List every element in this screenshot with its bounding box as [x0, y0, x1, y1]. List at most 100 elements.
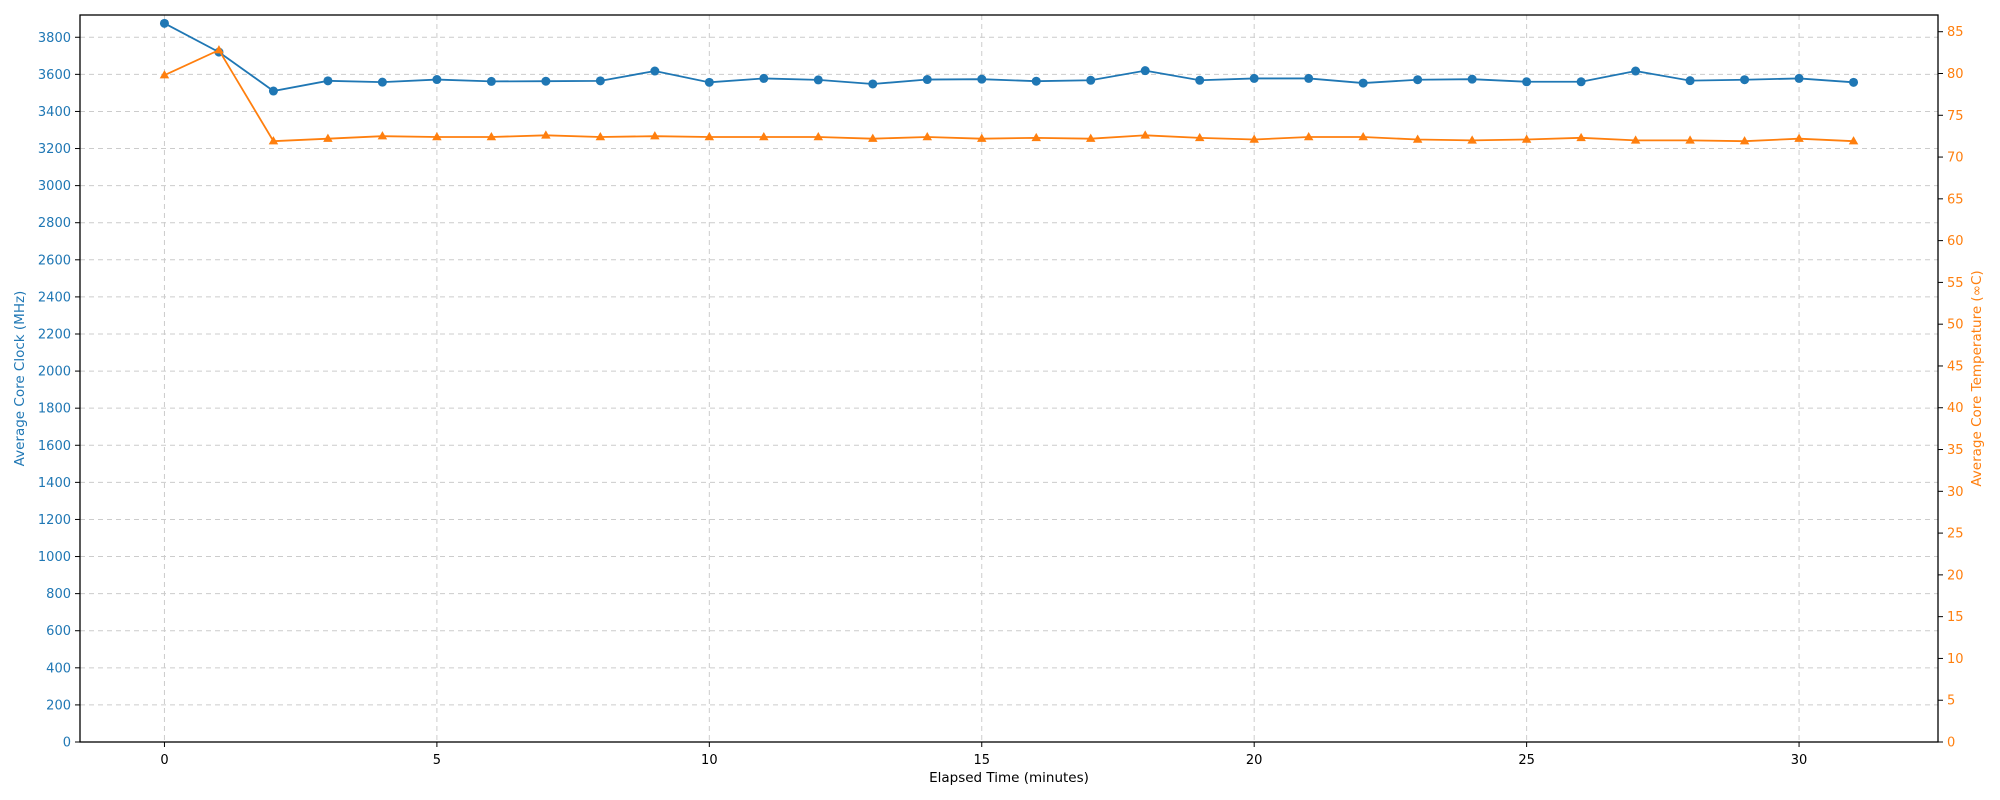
plot-frame — [79, 14, 1939, 743]
data-point — [1358, 132, 1368, 141]
x-tick-label: 30 — [1791, 753, 1808, 768]
grid-lines — [80, 15, 1938, 743]
data-point — [377, 77, 387, 87]
left-y-axis-title: Average Core Clock (MHz) — [12, 291, 28, 467]
data-point — [159, 18, 169, 28]
data-point — [268, 136, 279, 145]
x-axis-title: Elapsed Time (minutes) — [929, 770, 1089, 786]
left-y-tick-label: 2600 — [38, 253, 71, 268]
left-y-tick-label: 1200 — [38, 513, 71, 528]
right-y-tick-label: 70 — [1947, 151, 1964, 166]
data-point — [704, 132, 715, 141]
right-y-axis-title: Average Core Temperature (∞C) — [1969, 270, 1985, 486]
data-point — [759, 132, 769, 141]
right-y-tick-label: 10 — [1947, 652, 1964, 667]
right-y-tick-label: 55 — [1947, 276, 1964, 291]
left-y-tick-label: 0 — [63, 736, 71, 751]
data-point — [595, 76, 605, 86]
data-point — [1358, 78, 1368, 88]
right-y-tick-label: 25 — [1947, 527, 1964, 542]
x-tick-label: 20 — [1246, 753, 1263, 768]
left-y-tick-label: 1400 — [38, 476, 71, 491]
left-y-tick-label: 2400 — [38, 290, 71, 305]
right-y-tick-label: 80 — [1947, 67, 1964, 82]
data-point — [1576, 132, 1586, 142]
x-tick-label: 10 — [701, 753, 718, 768]
x-tick-label: 0 — [160, 753, 168, 768]
right-y-tick-label: 15 — [1947, 610, 1964, 625]
data-point — [977, 74, 987, 84]
right-y-tick-label: 85 — [1947, 25, 1964, 40]
left-y-tick-label: 1600 — [38, 439, 71, 454]
data-point — [486, 132, 497, 141]
data-point — [1467, 135, 1477, 144]
data-point — [1794, 73, 1804, 83]
data-point — [868, 133, 878, 142]
data-point — [1249, 134, 1259, 143]
right-y-tick-label: 30 — [1947, 485, 1964, 500]
data-point — [1849, 77, 1859, 87]
data-point — [1086, 75, 1096, 85]
data-point — [1249, 73, 1259, 83]
data-point — [977, 133, 987, 142]
data-point — [541, 130, 551, 139]
data-point — [650, 131, 660, 140]
data-point — [1412, 134, 1423, 143]
data-point — [1685, 135, 1695, 144]
data-point — [1521, 134, 1532, 143]
data-point — [1739, 136, 1750, 145]
data-point — [541, 76, 551, 86]
right-y-tick-label: 65 — [1947, 192, 1964, 207]
data-point — [650, 66, 660, 76]
x-tick-label: 25 — [1518, 753, 1535, 768]
left-y-tick-label: 3200 — [38, 142, 71, 157]
right-y-axis-ticks: 0 5 10 15 20 25 30 35 40 45 50 55 60 65 70 75 80 85 — [1938, 25, 1964, 751]
right-y-tick-label: 60 — [1947, 234, 1964, 249]
data-point — [432, 75, 442, 85]
data-point — [432, 132, 442, 141]
data-point — [922, 132, 933, 141]
right-y-tick-label: 35 — [1947, 443, 1964, 458]
left-y-tick-label: 200 — [46, 698, 71, 713]
left-y-tick-label: 800 — [46, 587, 71, 602]
data-point — [1194, 132, 1205, 142]
data-point — [1685, 76, 1695, 86]
x-axis-ticks: 0 5 10 15 20 25 30 — [160, 742, 1807, 768]
left-y-tick-label: 400 — [46, 661, 71, 676]
data-point — [813, 132, 824, 141]
data-point — [323, 133, 333, 142]
data-point — [159, 70, 170, 79]
left-y-tick-label: 1800 — [38, 402, 71, 417]
data-point — [1413, 75, 1423, 85]
right-y-tick-label: 0 — [1947, 736, 1955, 751]
data-point — [1794, 133, 1804, 142]
data-point — [1576, 77, 1586, 87]
data-point — [1140, 130, 1150, 139]
data-point — [323, 76, 333, 86]
data-point — [1085, 133, 1096, 142]
left-y-tick-label: 3000 — [38, 179, 71, 194]
left-y-tick-label: 3600 — [38, 68, 71, 83]
data-point — [377, 131, 388, 140]
data-point — [1031, 132, 1041, 142]
data-point — [1848, 136, 1859, 145]
x-tick-label: 15 — [973, 753, 990, 768]
right-y-tick-label: 5 — [1947, 694, 1955, 709]
data-point — [1631, 66, 1641, 76]
right-y-tick-label: 45 — [1947, 359, 1964, 374]
data-point — [1031, 76, 1041, 86]
data-point — [486, 76, 496, 86]
right-y-tick-label: 50 — [1947, 318, 1964, 333]
data-point — [759, 73, 769, 83]
data-point — [1467, 74, 1477, 84]
left-y-tick-label: 3800 — [38, 31, 71, 46]
data-point — [1195, 75, 1205, 85]
data-point — [813, 75, 823, 85]
left-y-tick-label: 1000 — [38, 550, 71, 565]
series-line — [164, 48, 1854, 143]
data-point — [1630, 135, 1641, 144]
series-layer — [159, 18, 1859, 145]
right-y-tick-label: 40 — [1947, 401, 1964, 416]
data-point — [1522, 77, 1532, 87]
data-point — [868, 79, 878, 89]
